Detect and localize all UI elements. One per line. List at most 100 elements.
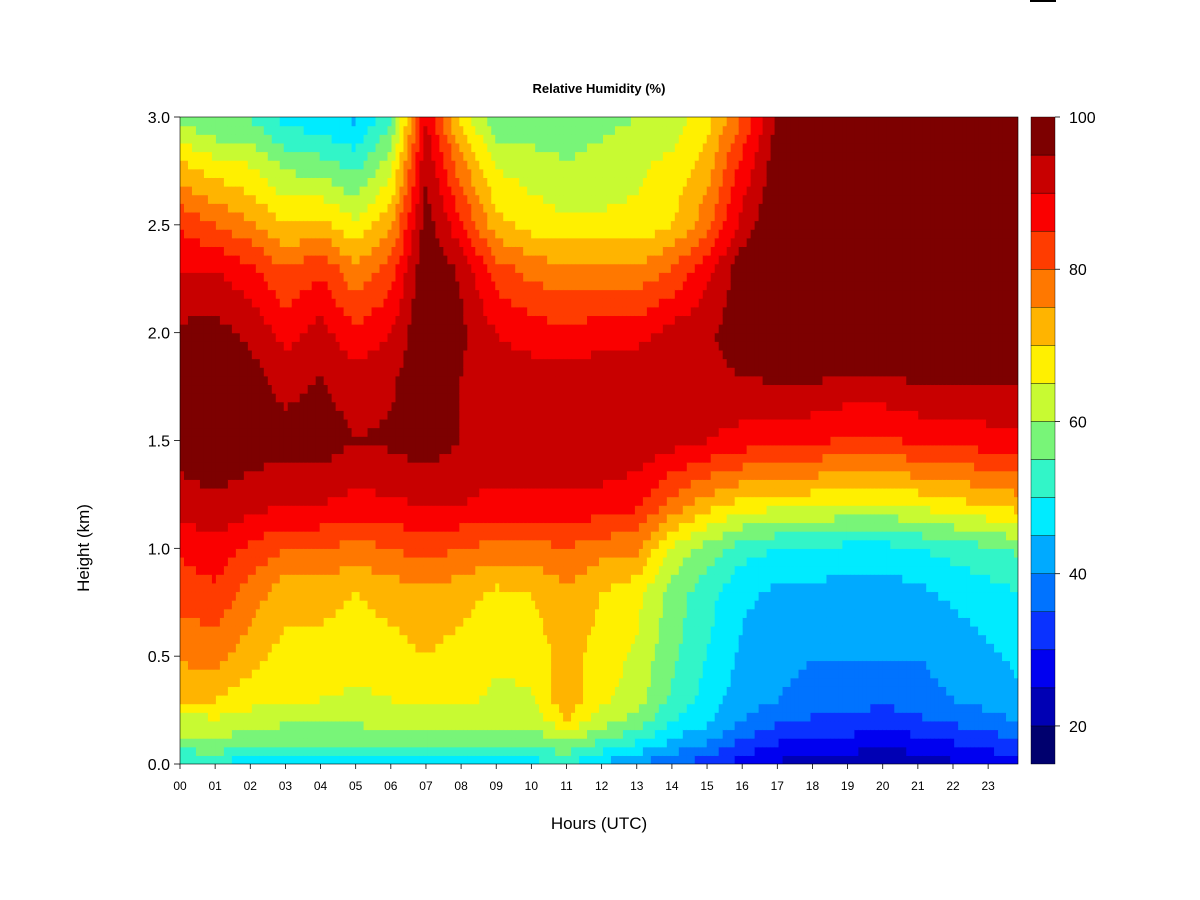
heat-cell xyxy=(399,694,405,705)
heat-cell xyxy=(327,375,333,386)
heat-cell xyxy=(355,255,361,265)
heat-cell xyxy=(315,565,321,575)
heat-cell xyxy=(223,280,229,291)
heat-cell xyxy=(363,142,369,153)
heat-cell xyxy=(251,591,257,601)
heat-cell xyxy=(255,151,261,161)
heat-cell xyxy=(363,436,369,446)
heat-cell xyxy=(215,401,221,411)
heat-cell xyxy=(199,194,205,204)
heat-cell xyxy=(247,746,253,756)
heat-cell xyxy=(215,591,221,601)
heat-cell xyxy=(247,539,253,549)
heat-cell xyxy=(251,186,257,196)
heat-cell xyxy=(399,125,405,135)
heat-cell xyxy=(255,272,261,282)
heat-cell xyxy=(271,229,277,239)
heat-cell xyxy=(239,600,245,610)
heat-cell xyxy=(347,427,353,437)
heat-cell xyxy=(255,600,261,610)
heat-cell xyxy=(180,694,185,705)
heat-cell xyxy=(359,324,365,334)
heat-cell xyxy=(367,531,373,541)
heat-cell xyxy=(435,211,440,222)
heat-cell xyxy=(347,634,353,644)
heat-cell xyxy=(191,410,197,420)
heat-cell xyxy=(303,574,309,584)
heat-cell xyxy=(243,367,249,377)
heat-cell xyxy=(227,186,233,196)
heat-cell xyxy=(399,548,405,558)
heat-cell xyxy=(323,755,329,764)
heat-cell xyxy=(323,574,329,584)
heat-cell xyxy=(307,444,313,455)
heat-cell xyxy=(311,203,317,213)
heat-cell xyxy=(399,444,405,455)
heat-cell xyxy=(403,237,409,247)
heat-cell xyxy=(359,272,365,282)
heat-cell xyxy=(371,677,377,687)
heat-cell xyxy=(283,237,289,247)
heat-cell xyxy=(399,729,405,739)
heat-cell xyxy=(291,393,297,403)
heat-cell xyxy=(283,600,289,610)
heat-cell xyxy=(331,565,337,575)
heat-cell xyxy=(359,125,365,135)
heat-cell xyxy=(327,367,333,377)
heat-cell xyxy=(423,324,429,334)
heat-cell xyxy=(180,556,185,567)
heat-cell xyxy=(291,746,297,756)
heat-cell xyxy=(219,220,225,230)
heat-cell xyxy=(323,548,329,558)
heat-cell xyxy=(351,436,357,446)
heat-cell xyxy=(343,625,349,636)
heat-cell xyxy=(363,117,369,127)
heat-cell xyxy=(439,729,444,739)
heat-cell xyxy=(339,272,345,282)
heat-cell xyxy=(243,522,249,532)
heat-cell xyxy=(375,272,381,282)
heat-cell xyxy=(255,694,261,705)
heat-cell xyxy=(295,151,301,161)
heat-cell xyxy=(431,410,436,420)
heat-cell xyxy=(375,332,381,342)
heat-cell xyxy=(383,436,389,446)
heat-cell xyxy=(419,349,425,360)
heat-cell xyxy=(180,600,185,610)
heat-cell xyxy=(299,332,305,342)
heat-cell xyxy=(247,151,253,161)
heat-cell xyxy=(219,272,225,282)
heat-cell xyxy=(195,531,201,541)
heat-cell xyxy=(435,634,440,644)
heat-cell xyxy=(303,531,309,541)
heat-cell xyxy=(327,634,333,644)
heat-cell xyxy=(283,565,289,575)
heat-cell xyxy=(279,660,285,670)
heat-cell xyxy=(195,246,201,256)
heat-cell xyxy=(191,289,197,299)
heat-cell xyxy=(271,479,277,489)
heat-cell xyxy=(263,729,269,739)
heat-cell xyxy=(235,574,241,584)
heat-cell xyxy=(299,487,305,498)
heat-cell xyxy=(259,470,265,480)
heat-cell xyxy=(180,634,185,644)
heat-cell xyxy=(231,677,237,687)
heat-cell xyxy=(351,263,357,273)
heat-cell xyxy=(315,332,321,342)
heat-cell xyxy=(207,625,213,636)
heat-cell xyxy=(247,237,253,247)
heat-cell xyxy=(207,634,213,644)
heat-cell xyxy=(371,608,377,618)
heat-cell xyxy=(383,367,389,377)
heat-cell xyxy=(395,349,401,360)
heat-cell xyxy=(323,315,329,325)
heat-cell xyxy=(311,220,317,230)
heat-cell xyxy=(395,315,401,325)
heat-cell xyxy=(231,505,237,515)
heat-cell xyxy=(363,591,369,601)
heat-cell xyxy=(375,358,381,368)
heat-cell xyxy=(439,263,444,273)
heat-cell xyxy=(435,177,440,187)
heat-cell xyxy=(243,401,249,411)
